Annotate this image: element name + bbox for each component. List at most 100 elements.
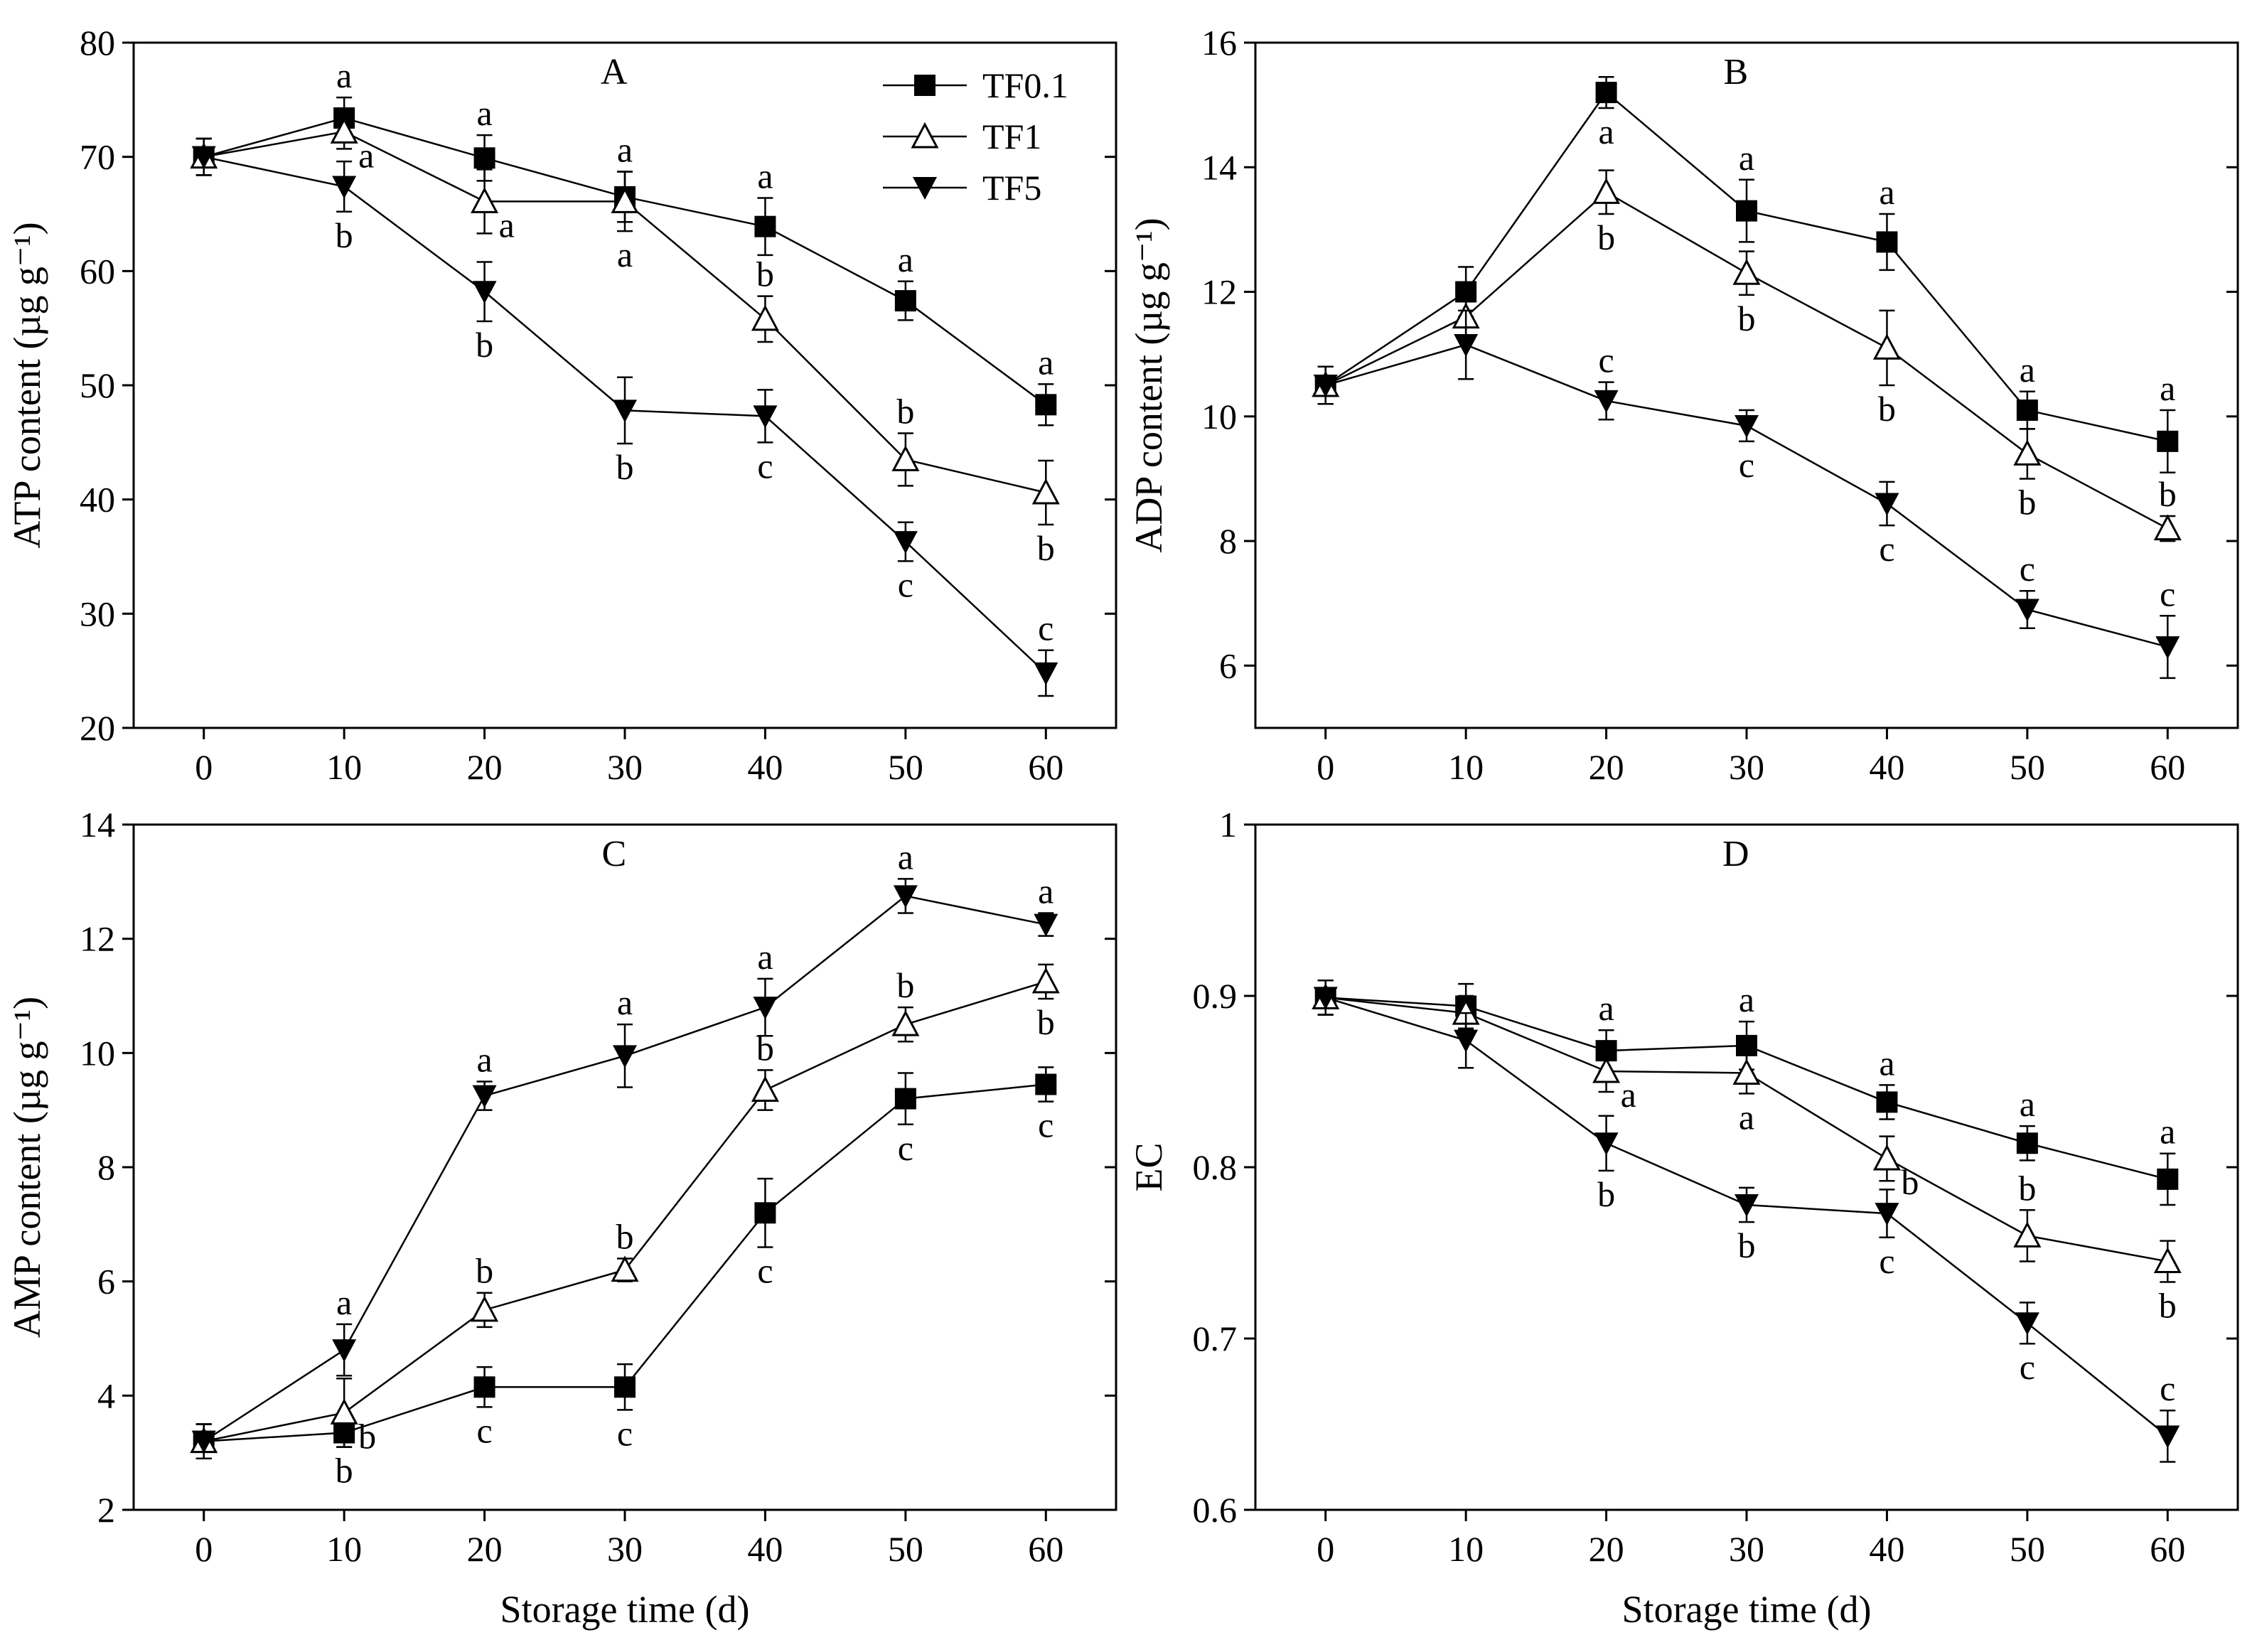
panel-letter: B [1723, 52, 1748, 92]
data-point-TF0.1 [754, 215, 776, 237]
data-point-TF0.1 [1595, 82, 1617, 104]
panel-D: 0 10 20 30 40 50 60 0.6 0.7 0.8 0.9 1 EC Storage time… [1127, 805, 2239, 1631]
significance-label: b [2159, 1285, 2177, 1325]
data-point-TF5 [2155, 1425, 2180, 1449]
x-tick-label: 30 [607, 747, 643, 787]
data-point-TF5 [1034, 913, 1058, 937]
significance-label: a [358, 135, 374, 175]
significance-label: a [499, 205, 515, 245]
data-point-TF1 [330, 1398, 358, 1425]
x-tick-label: 50 [2010, 747, 2045, 787]
data-point-TF1 [2013, 439, 2042, 466]
data-point-TF0.1 [894, 1088, 916, 1110]
significance-label: c [898, 1128, 913, 1168]
legend-label: TF0.1 [982, 65, 1068, 105]
significance-label: a [617, 130, 633, 170]
panel-B: 0 10 20 30 40 50 60 6 8 10 12 14 16 ADP content (µg g… [1127, 23, 2239, 787]
data-point-TF5 [332, 176, 357, 199]
data-point-TF1 [471, 1295, 499, 1322]
significance-label: c [1879, 1241, 1894, 1281]
x-tick-label: 20 [1589, 747, 1624, 787]
legend: TF0.1 TF1 TF5 [883, 65, 1068, 208]
y-tick-label: 40 [80, 480, 115, 520]
significance-label: a [757, 937, 773, 977]
data-point-TF0.1 [1035, 1073, 1057, 1095]
significance-label: c [2020, 1347, 2035, 1387]
x-tick-label: 60 [1028, 747, 1063, 787]
plot-frame [1254, 823, 2239, 1511]
data-point-TF0.1 [614, 1376, 636, 1398]
significance-label: a [1598, 988, 1614, 1028]
x-tick-label: 20 [467, 1529, 503, 1569]
significance-label: a [336, 55, 352, 95]
significance-label: b [2018, 482, 2036, 522]
significance-label: b [756, 254, 774, 294]
y-axis-title: EC [1127, 1142, 1170, 1191]
data-point-TF5 [1313, 987, 1338, 1010]
y-tick-label: 50 [80, 365, 115, 405]
data-point-TF5 [191, 146, 216, 169]
x-tick-label: 40 [747, 747, 783, 787]
significance-label: c [1038, 1105, 1054, 1145]
significance-label: a [2020, 1084, 2035, 1124]
data-point-TF1 [751, 304, 779, 331]
data-point-TF1 [2153, 1247, 2182, 1274]
significance-label: c [2160, 1368, 2175, 1408]
y-tick-label: 30 [80, 594, 115, 633]
significance-label: b [2018, 1168, 2036, 1208]
data-point-TF5 [893, 531, 918, 554]
significance-label: a [1739, 1097, 1754, 1137]
significance-label: b [2159, 474, 2177, 514]
significance-label: c [757, 446, 773, 486]
data-point-TF0.1 [1876, 1091, 1898, 1113]
panel-letter: C [601, 834, 626, 874]
data-point-TF1 [471, 187, 499, 213]
significance-label: b [1901, 1162, 1919, 1202]
significance-label: a [476, 1040, 492, 1080]
data-point-TF0.1 [473, 1376, 495, 1398]
x-tick-label: 0 [1317, 1529, 1334, 1569]
significance-label: a [1038, 342, 1054, 382]
data-point-TF5 [1313, 375, 1338, 397]
significance-label: c [1739, 445, 1754, 485]
data-point-TF1 [2153, 514, 2182, 541]
x-tick-label: 0 [195, 1529, 213, 1569]
y-axis-title: ADP content (µg g⁻¹) [1127, 218, 1170, 552]
y-tick-label: 70 [80, 137, 115, 177]
data-point-TF5 [1034, 662, 1058, 685]
legend-label: TF1 [982, 117, 1041, 156]
x-tick-label: 0 [1317, 747, 1334, 787]
x-tick-label: 60 [2150, 1529, 2185, 1569]
significance-label: b [1037, 1002, 1055, 1042]
significance-label: b [476, 325, 493, 365]
significance-label: b [1878, 389, 1896, 429]
x-tick-label: 40 [747, 1529, 783, 1569]
data-point-TF5 [1454, 1029, 1479, 1053]
significance-label: b [896, 965, 914, 1005]
significance-label: b [616, 1217, 634, 1257]
data-point-TF0.1 [1736, 200, 1757, 222]
y-tick-label: 1 [1219, 805, 1237, 844]
y-tick-label: 14 [1201, 147, 1237, 187]
data-point-TF1 [891, 445, 920, 471]
x-tick-label: 30 [1729, 747, 1764, 787]
y-tick-label: 6 [97, 1262, 115, 1302]
x-tick-label: 40 [1869, 1529, 1904, 1569]
x-axis-title: Storage time (d) [1622, 1588, 1872, 1631]
significance-label: c [1879, 529, 1894, 569]
x-tick-label: 20 [467, 747, 503, 787]
data-point-TF0.1 [754, 1202, 776, 1224]
significance-label: b [1597, 1174, 1615, 1214]
series-line-TF5 [203, 895, 1046, 1442]
y-tick-label: 0.6 [1193, 1490, 1238, 1530]
significance-label: b [756, 1028, 774, 1068]
data-point-TF5 [613, 399, 637, 423]
significance-label: a [1739, 138, 1754, 178]
significance-label: a [1621, 1075, 1636, 1115]
data-point-TF1 [1732, 1058, 1761, 1085]
y-tick-label: 2 [97, 1490, 115, 1530]
data-point-TF5 [753, 997, 778, 1020]
y-tick-label: 6 [1219, 645, 1237, 685]
significance-label: a [1879, 172, 1894, 212]
significance-label: b [896, 391, 914, 431]
